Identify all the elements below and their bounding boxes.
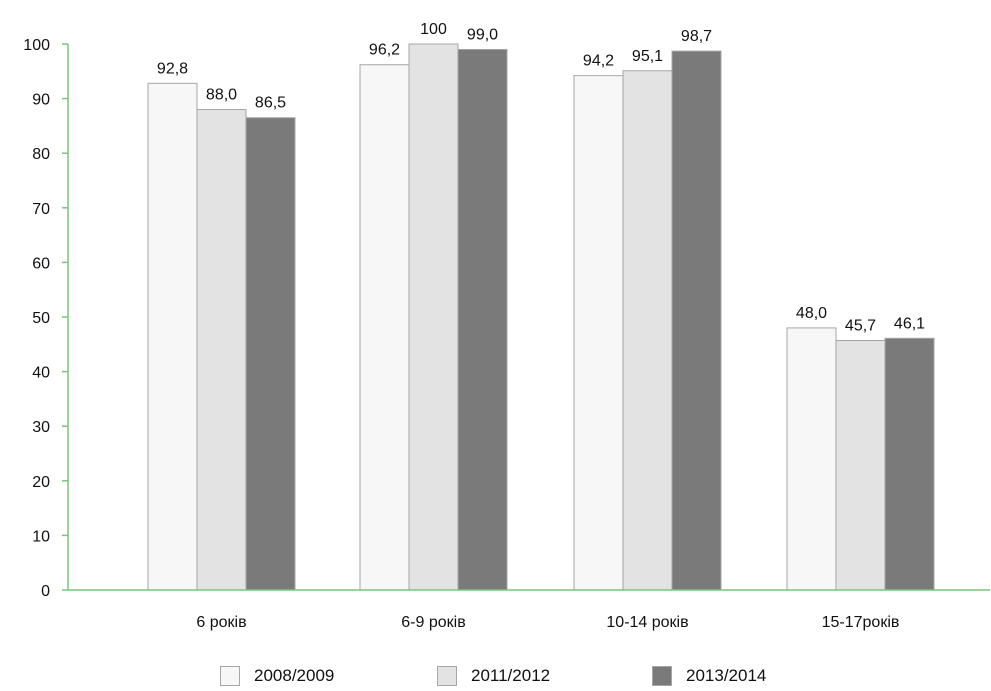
bar — [884, 337, 935, 591]
data-label: 88,0 — [206, 87, 237, 104]
x-category-label: 6 років — [196, 614, 246, 631]
data-label: 98,7 — [681, 28, 712, 45]
legend-item: 2011/2012 — [437, 664, 550, 688]
y-tick-label: 20 — [32, 474, 50, 491]
legend-item: 2013/2014 — [652, 664, 766, 688]
legend-swatch — [652, 666, 672, 686]
y-tick-label: 50 — [32, 310, 50, 327]
data-label: 96,2 — [369, 42, 400, 59]
data-label: 46,1 — [894, 315, 925, 332]
data-label: 94,2 — [583, 53, 614, 70]
bar — [457, 48, 508, 591]
y-tick-label: 60 — [32, 255, 50, 272]
data-label: 95,1 — [632, 48, 663, 65]
bar — [671, 50, 722, 591]
x-category-label: 10-14 років — [606, 614, 688, 631]
legend-label: 2008/2009 — [254, 666, 335, 685]
bar — [147, 82, 198, 591]
x-category-label: 15-17років — [822, 614, 900, 631]
data-label: 45,7 — [845, 317, 876, 334]
bar — [573, 75, 624, 591]
y-tick-label: 90 — [32, 92, 50, 109]
data-labels: 92,8 88,0 86,5 96,2 100 99,0 94,2 95,1 98,7 48,0 4… — [157, 21, 925, 334]
y-tick-label: 100 — [23, 37, 50, 54]
x-category-label: 6-9 років — [401, 614, 465, 631]
y-tick-label: 10 — [32, 528, 50, 545]
y-tick-label: 70 — [32, 201, 50, 218]
y-tick-label: 80 — [32, 146, 50, 163]
data-label: 99,0 — [467, 26, 498, 43]
bar — [835, 339, 886, 591]
legend-item: 2008/2009 — [220, 664, 334, 688]
bar — [359, 64, 410, 591]
legend: 2008/2009 2011/2012 2013/2014 — [0, 664, 991, 688]
bar — [408, 43, 459, 591]
legend-swatch — [437, 666, 457, 686]
y-tick-label: 40 — [32, 365, 50, 382]
bar — [622, 70, 673, 591]
data-label: 92,8 — [157, 60, 188, 77]
data-label: 48,0 — [796, 305, 827, 322]
y-tick-label: 0 — [41, 583, 50, 600]
data-label: 86,5 — [255, 95, 286, 112]
bars — [147, 43, 935, 591]
data-label: 100 — [420, 21, 447, 38]
y-axis: 0 10 20 30 40 50 60 70 80 90 100 — [23, 37, 69, 600]
legend-label: 2011/2012 — [471, 666, 551, 685]
y-tick-label: 30 — [32, 419, 50, 436]
legend-swatch — [220, 666, 240, 686]
x-axis: 6 років 6-9 років 10-14 років 15-17років — [68, 589, 990, 631]
legend-label: 2013/2014 — [686, 666, 767, 685]
bar — [786, 327, 837, 591]
bar — [245, 117, 296, 591]
bar — [196, 109, 247, 591]
